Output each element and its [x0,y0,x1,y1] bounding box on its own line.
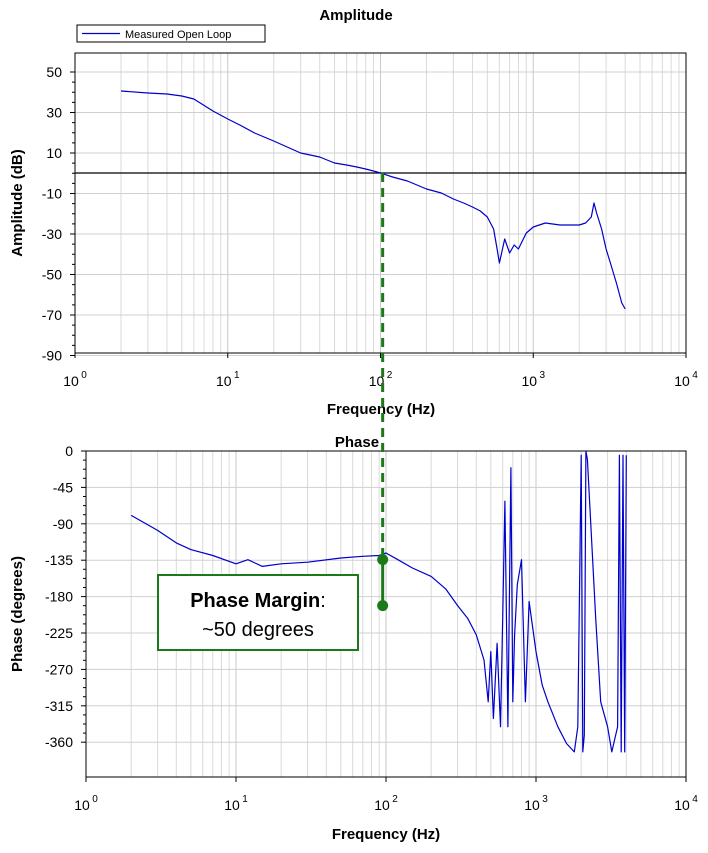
ph-x-tick-exponent: 1 [242,794,248,805]
amplitude-y-ticks: 50 30 10 -10 -30 -50 -70 -90 [42,64,75,364]
amp-x-tick-label: 10 [521,373,537,389]
amp-series-line [120,90,626,310]
amplitude-series-layer [120,90,626,310]
ph-y-tick-label: -225 [45,625,73,641]
legend-entry-measured-open-loop: Measured Open Loop [125,29,231,41]
ph-y-tick-label: 0 [65,443,73,459]
ph-y-tick-label: -315 [45,698,73,714]
phase-margin-colon: : [320,590,326,612]
amp-y-tick-label: -30 [42,226,62,242]
amp-x-tick-exponent: 4 [692,370,698,381]
amp-x-tick-label: 10 [674,373,690,389]
ph-x-tick-label: 10 [374,797,390,813]
ph-x-tick-exponent: 3 [542,794,548,805]
amp-x-tick-exponent: 2 [387,370,393,381]
amplitude-legend: Measured Open Loop [76,24,266,43]
amp-x-tick-exponent: 1 [234,370,240,381]
amp-y-tick-label: 30 [46,105,62,121]
phase-series-layer [130,450,627,753]
phase-margin-value: ~50 degrees [202,619,314,641]
phase-y-ticks: 0 -45 -90 -135 -180 -225 -270 -315 -360 [45,443,86,750]
legend-box [76,24,266,43]
phase-title: Phase [335,434,379,451]
phase-margin-title: Phase Margin: [190,590,326,612]
phase-x-axis-label: Frequency (Hz) [332,826,440,843]
phase-margin-box [157,574,359,651]
phase-x-ticks: 10 0 10 1 10 2 10 3 10 4 [74,777,698,813]
ph-x-tick-label: 10 [524,797,540,813]
amp-y-tick-label: -50 [42,267,62,283]
amp-x-tick-label: 10 [216,373,232,389]
ph-x-tick-label: 10 [674,797,690,813]
ph-y-tick-label: -90 [53,516,73,532]
amp-y-tick-label: -10 [42,186,62,202]
phase-margin-marker-top [377,554,389,566]
amplitude-grid [74,53,686,356]
ph-y-tick-label: -270 [45,661,73,677]
amplitude-title: Amplitude [319,7,392,24]
amplitude-y-axis-label: Amplitude (dB) [9,149,26,256]
ph-y-tick-label: -180 [45,589,73,605]
ph-series-line [130,450,627,753]
ph-y-tick-label: -360 [45,734,73,750]
ph-x-tick-label: 10 [224,797,240,813]
amp-x-tick-label: 10 [63,373,79,389]
amp-y-tick-label: -90 [42,348,62,364]
ph-x-tick-exponent: 4 [692,794,698,805]
amp-y-tick-label: 10 [46,145,62,161]
amplitude-x-axis-label: Frequency (Hz) [327,401,435,418]
amplitude-x-ticks: 10 0 10 1 10 2 10 3 10 4 [63,353,698,389]
amp-x-tick-label: 10 [369,373,385,389]
ph-x-tick-label: 10 [74,797,90,813]
phase-y-axis-label: Phase (degrees) [9,556,26,672]
amp-y-tick-label: 50 [46,64,62,80]
amp-y-tick-label: -70 [42,307,62,323]
ph-y-tick-label: -45 [53,479,73,495]
phase-margin-marker-bottom [377,600,389,612]
amp-x-tick-exponent: 0 [81,370,87,381]
ph-x-tick-exponent: 2 [392,794,398,805]
phase-margin-annotation: Phase Margin: ~50 degrees [157,173,389,651]
ph-y-tick-label: -135 [45,552,73,568]
amp-x-tick-exponent: 3 [539,370,545,381]
ph-x-tick-exponent: 0 [92,794,98,805]
phase-margin-label: Phase Margin [190,590,320,612]
